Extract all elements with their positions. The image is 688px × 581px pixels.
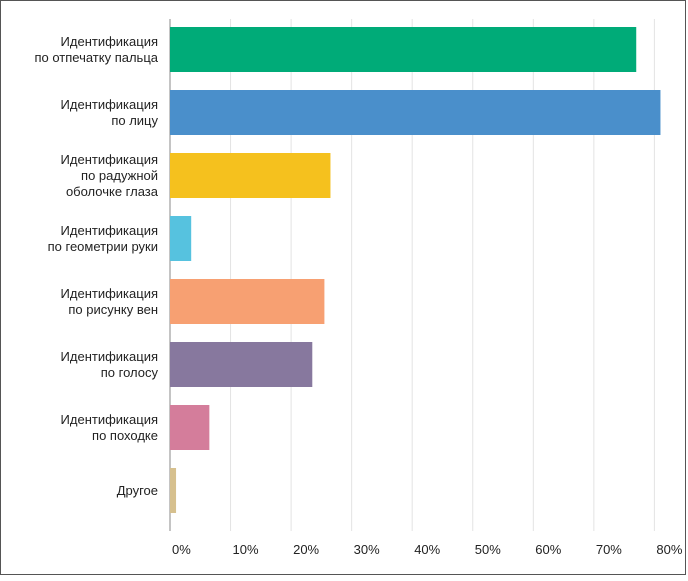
category-label: Другое bbox=[117, 483, 158, 498]
x-tick-label: 60% bbox=[535, 542, 561, 557]
bar bbox=[170, 279, 325, 324]
category-label: Идентификация по походке bbox=[61, 412, 158, 443]
category-label: Идентификация по геометрии руки bbox=[48, 223, 158, 254]
category-label-line: Идентификация bbox=[61, 223, 158, 238]
x-tick-label: 0% bbox=[172, 542, 191, 557]
category-label: Идентификация по лицу bbox=[61, 97, 159, 128]
category-label: Идентификация по отпечатку пальца bbox=[34, 34, 158, 65]
category-label-line: Идентификация bbox=[61, 152, 158, 167]
x-tick-label: 40% bbox=[414, 542, 440, 557]
category-label-line: по геометрии руки bbox=[48, 239, 158, 254]
x-tick-label: 20% bbox=[293, 542, 319, 557]
bar bbox=[170, 153, 331, 198]
category-label-line: Идентификация bbox=[61, 412, 158, 427]
category-label-line: по отпечатку пальца bbox=[34, 50, 158, 65]
bar bbox=[170, 405, 210, 450]
category-label: Идентификация по рисунку вен bbox=[61, 286, 158, 317]
category-label-line: по рисунку вен bbox=[68, 302, 158, 317]
category-label-line: Идентификация bbox=[61, 286, 158, 301]
x-tick-label: 50% bbox=[475, 542, 501, 557]
category-label: Идентификация по радужной оболочке глаза bbox=[61, 152, 159, 199]
bar bbox=[170, 468, 177, 513]
bar bbox=[170, 90, 661, 135]
bar bbox=[170, 216, 192, 261]
category-label-line: по походке bbox=[92, 428, 158, 443]
category-label: Идентификация по голосу bbox=[61, 349, 159, 380]
category-label-line: оболочке глаза bbox=[66, 184, 159, 199]
category-label-line: Идентификация bbox=[61, 34, 158, 49]
category-label-line: Идентификация bbox=[61, 349, 158, 364]
x-tick-label: 70% bbox=[596, 542, 622, 557]
bar bbox=[170, 342, 313, 387]
category-label-line: по лицу bbox=[111, 113, 158, 128]
x-tick-label: 80% bbox=[656, 542, 682, 557]
category-label-line: Другое bbox=[117, 483, 158, 498]
category-label-line: по голосу bbox=[101, 365, 159, 380]
category-label-line: по радужной bbox=[81, 168, 158, 183]
bar bbox=[170, 27, 637, 72]
x-tick-label: 30% bbox=[354, 542, 380, 557]
x-tick-label: 10% bbox=[233, 542, 259, 557]
category-label-line: Идентификация bbox=[61, 97, 158, 112]
